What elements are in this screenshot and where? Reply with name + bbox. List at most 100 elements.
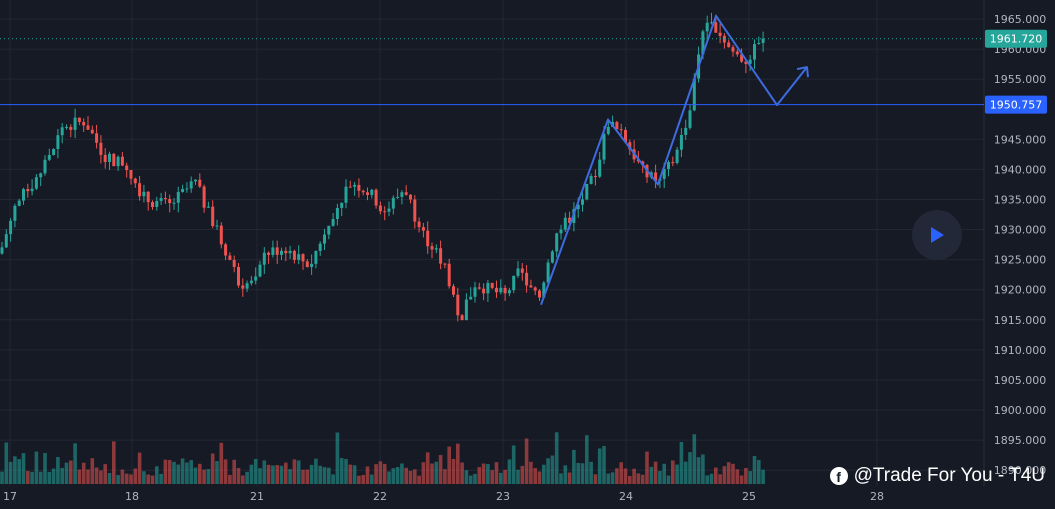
- candle-body: [731, 47, 735, 52]
- volume-bar: [447, 446, 451, 484]
- candle-body: [95, 133, 99, 143]
- watermark-text: @Trade For You - T4U: [853, 465, 1045, 486]
- candle-body: [443, 263, 447, 265]
- volume-bar: [425, 452, 430, 484]
- volume-bar: [193, 467, 198, 484]
- volume-bar: [322, 467, 327, 484]
- candle-body: [60, 127, 64, 136]
- y-tick-label: 1900.000: [994, 404, 1047, 417]
- candle-body: [654, 172, 658, 181]
- candle-body: [675, 149, 679, 163]
- volume-bar: [284, 462, 288, 484]
- volume-bar: [481, 463, 486, 484]
- candle-body: [194, 179, 197, 182]
- projection-line: [540, 14, 808, 306]
- volume-bar: [176, 464, 181, 484]
- volume-bar: [228, 474, 232, 484]
- candle-body: [507, 290, 511, 294]
- candle-body: [262, 252, 266, 265]
- candle-body: [77, 117, 81, 123]
- volume-bar: [189, 460, 193, 484]
- support-level-tag: [985, 95, 1047, 114]
- volume-bar: [645, 451, 649, 484]
- volume-bar: [559, 473, 563, 484]
- candle-body: [155, 200, 159, 207]
- candle-body: [254, 276, 258, 281]
- candle-body: [593, 176, 597, 178]
- volume-bar: [236, 468, 241, 484]
- candle-body: [550, 251, 554, 263]
- volume-bar: [597, 448, 602, 484]
- volume-bar: [610, 472, 615, 484]
- candle-body: [361, 190, 365, 193]
- candle-body: [22, 189, 25, 201]
- volume-bar: [761, 469, 765, 484]
- candle-body: [335, 207, 339, 220]
- volume-bar: [365, 466, 370, 484]
- candle-body: [353, 184, 357, 187]
- volume-bar: [331, 474, 335, 484]
- volume-bar: [357, 475, 361, 484]
- candle-body: [318, 243, 322, 251]
- volume-bar: [21, 453, 26, 484]
- volume-bar: [26, 470, 30, 484]
- volume-bar: [537, 471, 542, 484]
- candle-body: [163, 197, 167, 200]
- candle-body: [503, 287, 507, 294]
- candle-body: [17, 200, 21, 206]
- volume-bar: [305, 469, 310, 484]
- volume-bar: [589, 461, 593, 484]
- volume-bar: [529, 461, 533, 484]
- candle-body: [757, 42, 761, 45]
- volume-bar: [296, 460, 301, 484]
- time-axis[interactable]: 17 18 21 22 23 24 25 28: [3, 490, 884, 503]
- volume-bar: [185, 462, 189, 484]
- candle-body: [258, 264, 262, 277]
- y-tick-label: 1915.000: [994, 314, 1047, 327]
- candle-body: [482, 288, 486, 294]
- x-tick-label: 17: [3, 490, 17, 503]
- price-axis[interactable]: 1965.0001960.0001955.0001945.0001940.000…: [994, 13, 1047, 477]
- volume-bar: [301, 469, 305, 484]
- volume-bar: [129, 474, 133, 484]
- candle-body: [34, 177, 38, 189]
- volume-bar: [30, 471, 34, 484]
- x-tick-label: 24: [619, 490, 633, 503]
- volume-bar: [658, 471, 662, 484]
- volume-bar: [443, 469, 447, 484]
- volume-bar: [292, 459, 297, 484]
- candle-body: [374, 189, 378, 206]
- candle-body: [727, 42, 731, 48]
- play-button[interactable]: [912, 210, 962, 260]
- volume-bar: [456, 443, 460, 484]
- candle-body: [138, 183, 142, 197]
- candle-body: [529, 285, 533, 288]
- volume-bar: [215, 461, 219, 484]
- y-tick-label: 1935.000: [994, 193, 1047, 206]
- volume-bar: [4, 442, 9, 484]
- candle-body: [288, 250, 292, 254]
- candle-body: [198, 179, 202, 187]
- candle-body: [120, 156, 124, 166]
- volume-bar: [705, 475, 709, 484]
- candle-body: [185, 188, 189, 190]
- volume-bar: [361, 474, 365, 484]
- volume-bar: [576, 463, 580, 484]
- candle-body: [705, 22, 709, 32]
- candle-body: [585, 183, 589, 200]
- candle-body: [4, 234, 8, 248]
- volume-bar: [391, 468, 396, 484]
- volume-bar: [8, 461, 13, 484]
- volume-bar: [155, 466, 159, 484]
- volume-bar: [163, 459, 168, 484]
- candle-body: [168, 199, 172, 204]
- volume-bar: [757, 460, 761, 484]
- volume-bar: [507, 459, 512, 484]
- volume-bar: [69, 460, 73, 484]
- candle-body: [142, 191, 146, 197]
- candle-body: [378, 205, 382, 212]
- volume-bar: [348, 464, 353, 484]
- candle-body: [568, 217, 572, 223]
- candle-body: [232, 259, 236, 267]
